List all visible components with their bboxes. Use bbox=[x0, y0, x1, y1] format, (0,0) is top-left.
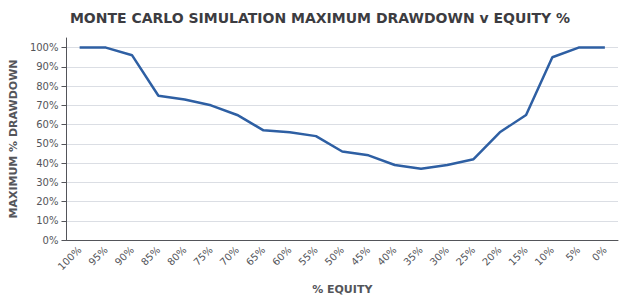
svg-text:90%: 90% bbox=[113, 244, 136, 267]
svg-text:30%: 30% bbox=[428, 244, 451, 267]
svg-text:90%: 90% bbox=[36, 61, 58, 72]
svg-text:MAXIMUM % DRAWDOWN: MAXIMUM % DRAWDOWN bbox=[7, 59, 20, 218]
svg-text:35%: 35% bbox=[401, 244, 424, 267]
svg-text:30%: 30% bbox=[36, 177, 58, 188]
svg-text:85%: 85% bbox=[139, 244, 162, 267]
svg-text:0%: 0% bbox=[43, 235, 59, 246]
svg-text:40%: 40% bbox=[375, 244, 398, 267]
svg-text:20%: 20% bbox=[480, 244, 503, 267]
svg-text:70%: 70% bbox=[36, 100, 58, 111]
svg-text:20%: 20% bbox=[36, 196, 58, 207]
svg-text:95%: 95% bbox=[86, 244, 109, 267]
svg-text:% EQUITY: % EQUITY bbox=[312, 283, 373, 296]
svg-text:65%: 65% bbox=[244, 244, 267, 267]
svg-text:10%: 10% bbox=[533, 244, 556, 267]
svg-text:0%: 0% bbox=[590, 244, 609, 263]
svg-text:70%: 70% bbox=[218, 244, 241, 267]
svg-text:MONTE CARLO SIMULATION MAXIMUM: MONTE CARLO SIMULATION MAXIMUM DRAWDOWN … bbox=[70, 10, 570, 26]
svg-text:45%: 45% bbox=[349, 244, 372, 267]
svg-text:80%: 80% bbox=[165, 244, 188, 267]
svg-text:80%: 80% bbox=[36, 81, 58, 92]
svg-text:60%: 60% bbox=[36, 119, 58, 130]
svg-text:5%: 5% bbox=[564, 244, 583, 263]
svg-text:75%: 75% bbox=[191, 244, 214, 267]
svg-text:10%: 10% bbox=[36, 215, 58, 226]
svg-text:100%: 100% bbox=[30, 42, 59, 53]
svg-text:60%: 60% bbox=[270, 244, 293, 267]
svg-text:15%: 15% bbox=[506, 244, 529, 267]
svg-text:40%: 40% bbox=[36, 158, 58, 169]
svg-text:50%: 50% bbox=[36, 138, 58, 149]
svg-text:25%: 25% bbox=[454, 244, 477, 267]
svg-text:100%: 100% bbox=[56, 244, 84, 272]
svg-text:55%: 55% bbox=[296, 244, 319, 267]
svg-text:50%: 50% bbox=[323, 244, 346, 267]
